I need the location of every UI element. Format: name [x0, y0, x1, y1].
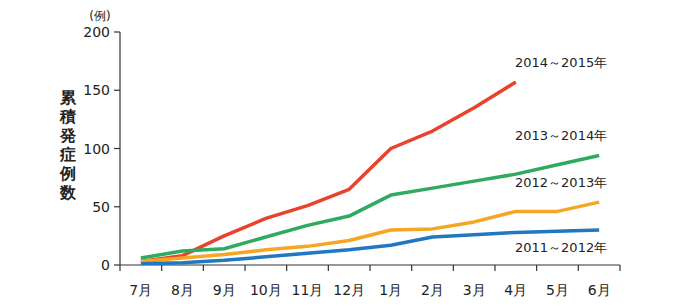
y-tick-label: 0: [101, 257, 110, 273]
x-tick-label: 11月: [292, 282, 324, 298]
y-tick: [114, 206, 120, 207]
y-axis-label-char: 積: [59, 107, 76, 126]
x-tick: [286, 265, 287, 271]
x-tick: [453, 265, 454, 271]
series-label: 2013～2014年: [515, 128, 607, 143]
x-tick-label: 8月: [171, 282, 194, 298]
x-tick-label: 6月: [588, 282, 611, 298]
series-label: 2012～2013年: [515, 175, 607, 190]
y-tick: [114, 90, 120, 91]
series-label: 2011～2012年: [515, 240, 607, 255]
x-tick: [203, 265, 204, 271]
y-tick-label: 50: [92, 199, 110, 215]
x-tick: [536, 265, 537, 271]
y-tick: [114, 148, 120, 149]
y-axis-label-char: 症: [59, 145, 76, 164]
y-tick-label: 200: [83, 24, 110, 40]
series-label: 2014～2015年: [515, 55, 607, 70]
y-axis-label-char: 発: [59, 126, 76, 145]
y-axis-label-char: 数: [59, 183, 77, 202]
y-tick-label: 100: [83, 141, 110, 157]
x-tick-label: 12月: [333, 282, 365, 298]
y-tick-label: 150: [83, 82, 110, 98]
x-tick: [578, 265, 579, 271]
x-tick: [244, 265, 245, 271]
x-tick-label: 9月: [213, 282, 236, 298]
y-axis-label: 累積発症例数: [59, 88, 77, 202]
x-tick: [411, 265, 412, 271]
x-tick-label: 5月: [546, 282, 569, 298]
x-tick-label: 3月: [463, 282, 486, 298]
y-unit-label: (例): [89, 9, 110, 23]
x-tick-label: 10月: [250, 282, 282, 298]
x-tick-label: 7月: [129, 282, 152, 298]
x-tick-label: 4月: [504, 282, 527, 298]
chart: 0 50 100 150 200 7月 8月 9月 10月 11月 12月 1月 2月 3月 4月 5月 6月 累…: [0, 0, 678, 305]
y-tick: [114, 264, 120, 265]
x-tick: [494, 265, 495, 271]
plot-lines: [141, 82, 599, 264]
x-tick: [328, 265, 329, 271]
y-axis-label-char: 例: [59, 164, 76, 183]
x-tick: [119, 265, 120, 271]
x-tick-label: 2月: [421, 282, 444, 298]
x-tick: [619, 265, 620, 271]
x-tick: [369, 265, 370, 271]
y-axis-label-char: 累: [59, 88, 77, 107]
y-tick: [114, 31, 120, 32]
x-tick-label: 1月: [379, 282, 402, 298]
x-tick: [161, 265, 162, 271]
